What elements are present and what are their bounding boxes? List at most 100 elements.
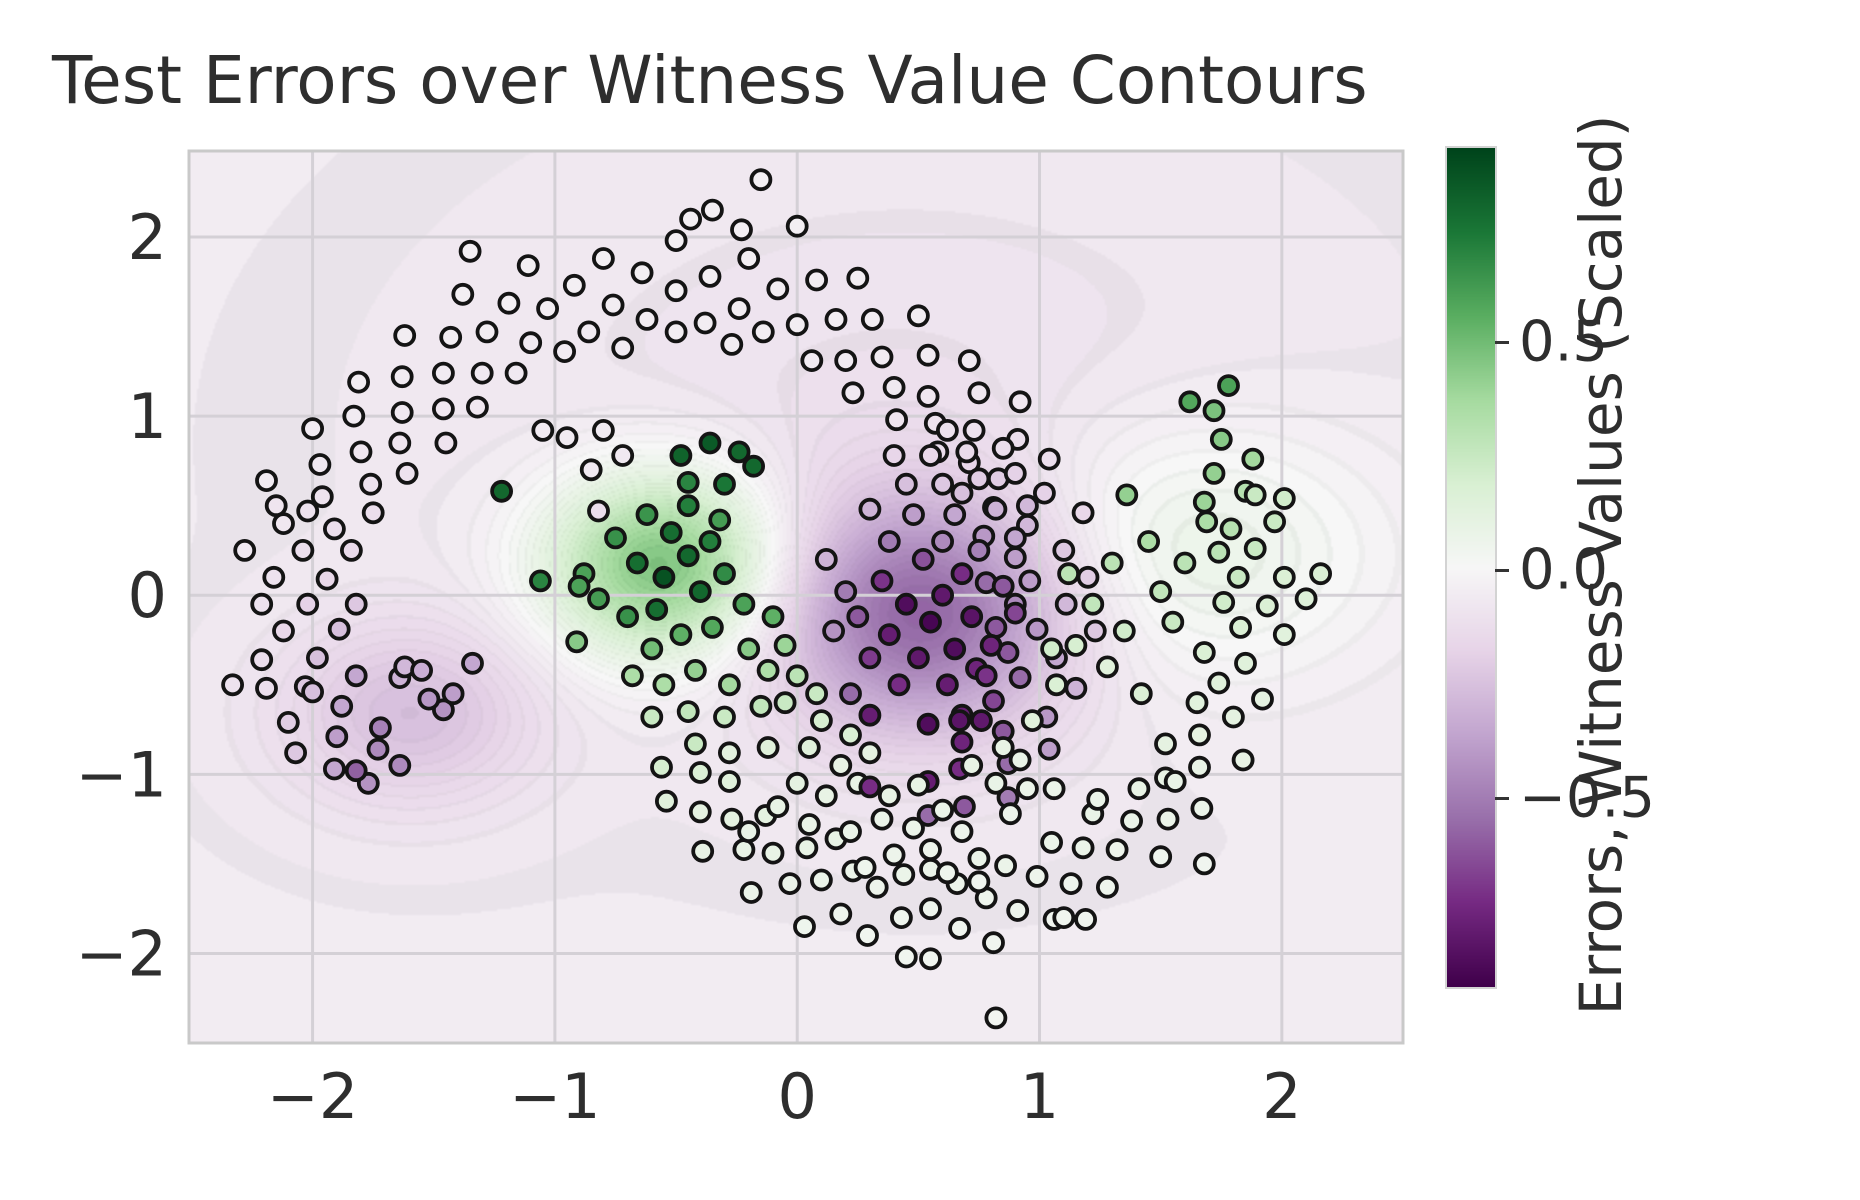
y-tick-label: −1 [76,738,167,811]
data-point [967,539,991,562]
data-point [1064,676,1088,700]
data-point [431,698,455,722]
data-point [749,694,773,718]
data-point [943,637,967,661]
data-point [296,499,320,523]
data-point [950,562,974,586]
data-point [1207,540,1231,564]
data-point [621,664,644,688]
data-point [553,340,576,364]
data-point [291,539,315,562]
data-point [1018,569,1042,593]
data-point [676,494,700,518]
data-point [684,659,707,682]
data-point [858,703,882,727]
data-point [1173,551,1197,575]
data-point [388,754,412,777]
data-point [894,945,918,969]
data-point [860,307,884,331]
data-point [727,440,751,464]
data-point [778,872,802,895]
data-point [730,218,753,242]
data-point [1003,526,1027,550]
data-point [567,574,591,598]
data-point [1226,565,1250,589]
data-point [339,539,363,562]
data-point [262,565,286,589]
data-point [344,759,368,783]
data-point [858,775,882,799]
data-point [991,574,1015,598]
data-point [431,397,455,421]
data-point [1054,592,1078,616]
data-point [684,732,707,756]
data-point [814,784,838,808]
data-point [916,712,940,736]
data-point [785,313,809,337]
x-tick-label: −1 [509,1060,600,1133]
data-point [824,307,848,331]
data-point [810,709,833,732]
data-point [984,1006,1008,1030]
data-point [255,469,278,493]
data-point [1071,501,1095,525]
y-tick-label: −2 [76,917,167,990]
data-point [761,605,785,629]
data-point [877,623,901,646]
data-point [1229,616,1252,639]
data-point [388,431,412,455]
data-point [907,304,930,328]
chart-title: Test Errors over Witness Value Contours [52,42,1368,119]
data-point [698,530,722,553]
data-point [955,440,979,464]
data-point [1137,530,1160,553]
data-point [737,637,761,661]
data-point [911,548,935,571]
data-point [1076,565,1100,589]
data-point [982,931,1005,955]
data-point [885,408,908,432]
data-point [991,436,1015,460]
data-point [310,485,334,509]
data-point [936,861,959,885]
data-point [1272,623,1296,646]
axes-spines [187,149,1405,1045]
data-point [342,404,366,428]
data-point [749,168,773,192]
data-point [797,813,821,836]
colorbar-tick-mark [1495,796,1509,800]
x-tick-label: −2 [267,1060,358,1133]
data-point [1025,865,1049,888]
colorbar-gradient [1447,148,1495,987]
data-point [625,551,649,575]
data-point [579,458,603,482]
data-point [773,634,797,657]
data-point [322,757,346,781]
data-point [882,843,906,867]
x-tick-label: 2 [1262,1060,1301,1133]
data-point [919,444,942,467]
data-point [611,336,635,360]
data-point [950,481,974,505]
data-point [650,755,673,779]
data-point [272,619,295,643]
data-point [870,345,894,369]
data-point [284,741,308,765]
data-point [1209,427,1233,451]
data-point [943,503,967,526]
x-tick-label: 1 [1020,1060,1059,1133]
data-point [327,617,351,641]
data-point [305,646,329,670]
data-point [805,268,828,292]
data-point [1255,594,1279,618]
data-point [645,598,669,621]
data-point [858,646,882,670]
data-point [1234,651,1257,675]
data-point [795,836,819,860]
data-point [465,395,489,419]
data-point [1008,748,1032,772]
data-point [536,297,559,321]
data-point [822,619,845,643]
data-point [344,592,368,616]
data-point [967,847,991,870]
